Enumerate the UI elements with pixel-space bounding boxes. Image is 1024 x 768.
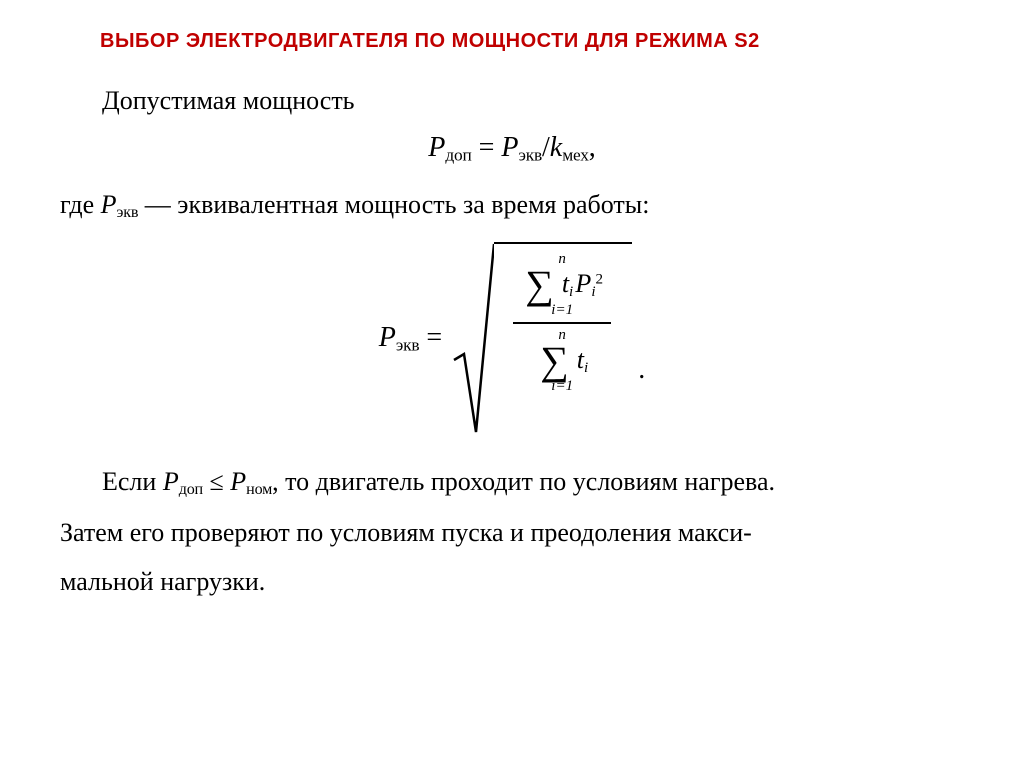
comma: , xyxy=(589,132,596,163)
sum-denominator: n ∑ ti i=1 xyxy=(536,328,588,394)
le-sign: ≤ xyxy=(203,467,230,496)
sub-nom: ном xyxy=(246,481,272,498)
sqrt: n ∑ ti Pi2 i=1 xyxy=(452,242,632,434)
t-num: t xyxy=(562,269,569,298)
paragraph-condition: Если Pдоп ≤ Pном, то двигатель проходит … xyxy=(60,464,964,501)
paragraph-check-2: мальной нагрузки. xyxy=(60,564,964,599)
sym-Pdop: P xyxy=(163,467,179,496)
sym-P-lhs: P xyxy=(379,322,396,353)
sub-ekv-lhs: экв xyxy=(396,335,419,354)
sym-P2: P xyxy=(501,132,518,163)
sum-lower-den: i=1 xyxy=(551,379,573,394)
equation-p-dop: Pдоп = Pэкв/kмех, xyxy=(60,132,964,165)
sub-ekv: экв xyxy=(518,145,541,164)
page-title: ВЫБОР ЭЛЕКТРОДВИГАТЕЛЯ ПО МОЩНОСТИ ДЛЯ Р… xyxy=(100,30,964,53)
sigma-icon: ∑ xyxy=(525,267,554,303)
denominator: n ∑ ti i=1 xyxy=(528,326,596,396)
slash: / xyxy=(542,132,550,163)
t-den: t xyxy=(577,345,584,374)
sub-ekv2: экв xyxy=(117,204,139,221)
dash: — xyxy=(138,190,177,219)
paragraph-where: где Pэкв — эквивалентная мощность за вре… xyxy=(60,187,964,224)
sub-dop: доп xyxy=(445,145,471,164)
txt-ekv-def: эквивалентная мощность за время работы: xyxy=(177,190,649,219)
sym-k: k xyxy=(550,132,562,163)
sym-P: P xyxy=(428,132,445,163)
fraction-bar xyxy=(513,322,611,324)
eq2-period: . xyxy=(638,354,645,386)
sum-lower-num: i=1 xyxy=(551,303,573,318)
txt-if: Если xyxy=(102,467,163,496)
eq-sign2: = xyxy=(426,322,442,353)
sq: 2 xyxy=(596,271,604,287)
page: ВЫБОР ЭЛЕКТРОДВИГАТЕЛЯ ПО МОЩНОСТИ ДЛЯ Р… xyxy=(0,0,1024,768)
txt-where: где xyxy=(60,190,101,219)
fraction: n ∑ ti Pi2 i=1 xyxy=(513,250,611,396)
eq-sign: = xyxy=(479,132,502,163)
den-term: ti xyxy=(577,347,588,376)
paragraph-allowable-power: Допустимая мощность xyxy=(60,83,964,118)
i-sub-num: i xyxy=(569,284,573,300)
sum-numerator: n ∑ ti Pi2 i=1 xyxy=(521,252,603,318)
num-term: ti Pi2 xyxy=(562,271,603,300)
sigma-icon2: ∑ xyxy=(540,343,569,379)
txt-cond-rest: , то двигатель проходит по условиям нагр… xyxy=(272,467,775,496)
sym-Pnom: P xyxy=(230,467,246,496)
i-sub-den: i xyxy=(584,360,588,376)
sum-upper-n: n xyxy=(558,252,566,267)
sub-dop2: доп xyxy=(179,481,203,498)
numerator: n ∑ ti Pi2 i=1 xyxy=(513,250,611,320)
radicand: n ∑ ti Pi2 i=1 xyxy=(494,242,632,434)
paragraph-check-1: Затем его проверяют по условиям пуска и … xyxy=(60,515,964,550)
sub-mech: мех xyxy=(562,145,589,164)
sym-P-ekv: P xyxy=(101,190,117,219)
radical-sign-icon xyxy=(452,242,494,434)
P-num: P xyxy=(575,269,591,298)
equation-p-ekv: Pэкв = n ∑ ti Pi2 xyxy=(60,242,964,434)
